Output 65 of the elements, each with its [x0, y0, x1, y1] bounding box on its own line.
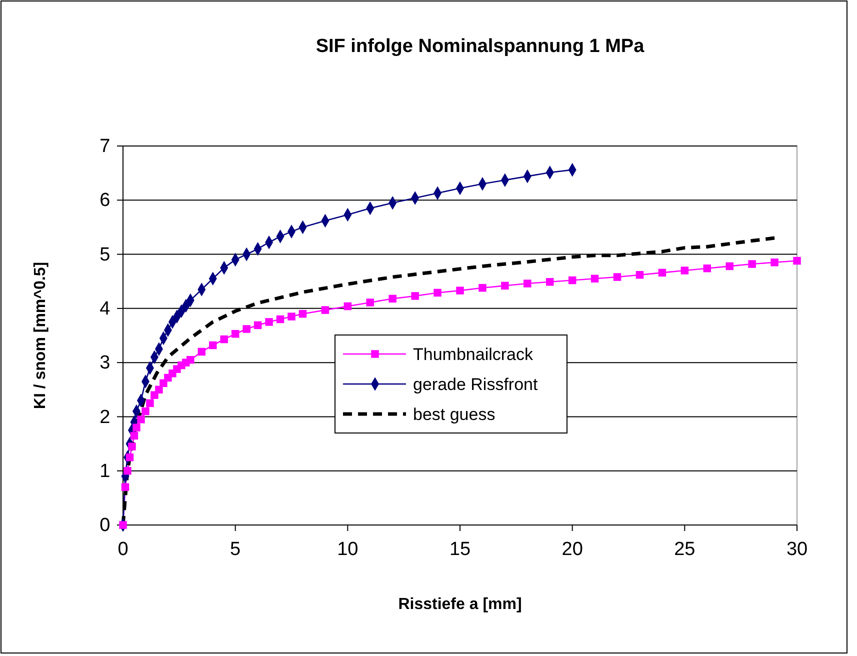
x-tick-label: 30: [786, 538, 808, 560]
point: [121, 483, 130, 491]
y-tick-label: 0: [100, 515, 110, 536]
point: [411, 292, 419, 300]
point: [119, 521, 127, 529]
y-axis-title: KI / snom [mm^0.5]: [32, 262, 49, 410]
y-tick-label: 2: [100, 406, 110, 428]
point: [658, 268, 666, 277]
point: [186, 356, 194, 364]
x-tick-label: 20: [562, 538, 583, 560]
x-tick-label: 10: [337, 538, 358, 560]
y-tick-label: 6: [100, 190, 110, 212]
y-tick-label: 5: [100, 244, 110, 266]
point: [546, 278, 554, 286]
point: [456, 286, 464, 294]
point: [298, 310, 307, 318]
point: [254, 321, 262, 330]
legend-label: gerade Rissfront: [413, 375, 538, 394]
point: [137, 416, 145, 424]
point: [793, 256, 801, 265]
point: [524, 280, 532, 288]
y-tick-label: 4: [100, 298, 111, 320]
point: [703, 264, 712, 272]
point: [142, 407, 150, 416]
point: [130, 432, 138, 440]
point: [132, 424, 140, 432]
point: [478, 284, 486, 292]
point: [126, 453, 134, 462]
x-tick-label: 15: [449, 538, 471, 560]
point: [344, 302, 352, 310]
point: [155, 386, 163, 394]
x-axis-title: Risstiefe a [mm]: [398, 596, 522, 613]
point: [128, 442, 136, 450]
point: [434, 288, 442, 297]
chart-title: SIF infolge Nominalspannung 1 MPa: [316, 36, 645, 57]
point: [590, 274, 599, 283]
x-tick-label: 5: [230, 538, 241, 560]
point: [568, 276, 576, 284]
legend-label: best guess: [413, 405, 496, 424]
point: [231, 330, 240, 338]
point: [748, 260, 756, 268]
point: [366, 298, 374, 306]
point: [501, 282, 509, 290]
y-tick-label: 1: [100, 460, 110, 482]
point: [265, 318, 273, 326]
point: [613, 273, 622, 281]
y-tick-label: 3: [100, 352, 110, 374]
point: [636, 270, 644, 279]
point: [288, 312, 296, 320]
point: [242, 325, 250, 333]
point: [276, 315, 284, 324]
legend-label: Thumbnailcrack: [413, 345, 534, 364]
point: [146, 399, 154, 408]
y-tick-label: 7: [100, 136, 110, 158]
point: [220, 335, 228, 344]
x-tick-label: 0: [118, 538, 128, 560]
point: [198, 348, 206, 356]
point: [680, 266, 689, 274]
point: [388, 294, 396, 303]
point: [770, 258, 778, 266]
point: [124, 466, 132, 475]
point: [321, 306, 330, 314]
x-tick-label: 25: [674, 538, 696, 560]
point: [208, 341, 217, 350]
point: [726, 262, 734, 270]
